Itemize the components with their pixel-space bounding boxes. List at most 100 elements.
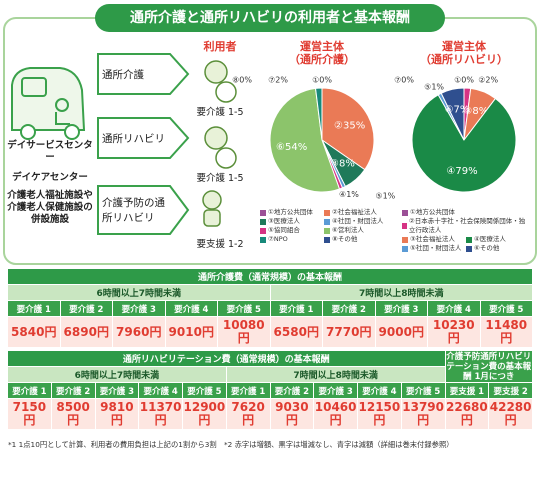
user-label: 要支援 1-2 [196,239,244,250]
legend-swatch [324,209,330,216]
service-label: 通所介護 [102,68,144,81]
pie-slice [321,87,375,171]
table-cell: 6時間以上7時間未満 [8,367,226,382]
table-cell: 9000円 [375,317,427,347]
pie-slice [314,87,323,141]
table-cell: 11370円 [139,399,182,429]
table-cell: 9030円 [270,399,314,429]
slice-label: ④79% [446,166,477,177]
table-cell: 要介護 1 [8,383,51,398]
legend-item: ③社会福祉法人 [402,235,466,244]
pie-slice [440,87,465,141]
table-cell: 42280円 [489,399,532,429]
legend-swatch [402,209,408,216]
table-row: 6時間以上7時間未満 7時間以上8時間未満 [8,367,532,382]
legend-item: ⑥その他 [466,244,530,253]
legend-item: ⑧その他 [324,235,388,244]
legend-label: ⑥営利法人 [332,226,364,234]
legend-label: ④医療法人 [474,235,506,243]
service-label: 介護予防の通所リハビリ [102,197,165,224]
table-cell: 7620円 [226,399,270,429]
table-cell: 介護予防通所リハビリテーション費の基本報酬 1月につき [445,351,532,382]
legend-swatch [324,227,330,234]
table-row: 通所リハビリテーション費（通常規模）の基本報酬 介護予防通所リハビリテーション費の… [8,351,532,382]
legend-label: ⑦NPO [268,235,288,243]
table-cell: 7時間以上8時間未満 [226,367,445,382]
table-cell: 要介護 3 [314,383,357,398]
table-cell: 12900円 [183,399,226,429]
fee-table: 通所リハビリテーション費（通常規模）の基本報酬 介護予防通所リハビリテーション費の… [7,350,533,430]
table-cell: 5840円 [8,317,60,347]
legend-label: ①地方公共団体 [410,208,455,216]
pie-legend: ①地方公共団体 ②社会福祉法人 ③医療法人 ④社団・財団法人 ⑤協同組合 ⑥営利法人 ⑦NP… [260,208,388,244]
slice-label: ①0% [312,76,332,85]
table-cell: 要介護 3 [113,301,165,316]
table-cell: 9810円 [95,399,139,429]
legend-label: ③社会福祉法人 [410,235,455,243]
pie-title: （通所介護） [289,53,355,66]
legend-item: ⑥営利法人 [324,226,388,235]
table-cell: 要介護 5 [218,301,270,316]
table-cell: 要介護 5 [401,383,445,398]
table-cell: 11480円 [480,317,532,347]
table-row: 通所介護費（通常規模）の基本報酬 [8,269,532,284]
title-banner [95,4,445,32]
legend-label: ⑥その他 [474,244,500,252]
legend-item: ⑤社団・財団法人 [402,244,466,253]
table-cell: 要介護 5 [480,301,532,316]
slice-label: ②35% [334,121,365,132]
facility-label: デイサービスセンター [7,140,93,163]
table-cell: 22680円 [445,399,489,429]
table-cell: 要介護 2 [51,383,95,398]
legend-swatch [260,227,266,234]
table-row: 要介護 1 要介護 2 要介護 3 要介護 4 要介護 5 要介護 1 要介護 2 要介護 3… [8,301,532,316]
table-cell: 通所介護費（通常規模）の基本報酬 [8,269,532,284]
slice-label: ⑥7% [445,105,470,116]
legend-swatch [402,236,408,243]
service-label: 通所リハビリ [102,132,165,145]
table-cell: 要介護 4 [165,301,217,316]
legend-label: ②日本赤十字社・社会保険関係団体・独立行政法人 [408,217,526,234]
table-cell: 7150円 [8,399,51,429]
legend-swatch [260,218,266,225]
fee-table: 通所介護費（通常規模）の基本報酬 6時間以上7時間未満 7時間以上8時間未満 要介護 … [7,268,533,348]
legend-label: ⑤協同組合 [268,226,300,234]
table-cell: 要支援 1 [445,383,489,398]
table-row: 要介護 1 要介護 2 要介護 3 要介護 4 要介護 5 要介護 1 要介護 2 要介護 3… [8,383,532,398]
legend-item: ②社会福祉法人 [324,208,388,217]
legend-swatch [402,223,407,229]
pie-legend: ①地方公共団体 ②日本赤十字社・社会保険関係団体・独立行政法人 ③社会福祉法人 ④医療… [402,208,530,253]
slice-label: ①0% [454,76,474,85]
legend-swatch [466,245,472,252]
legend-item: ②日本赤十字社・社会保険関係団体・独立行政法人 [402,217,530,235]
legend-label: ①地方公共団体 [268,208,313,216]
table-cell: 9010円 [165,317,217,347]
legend-item: ①地方公共団体 [402,208,466,217]
table-cell: 7時間以上8時間未満 [270,285,532,300]
table-cell: 6時間以上7時間未満 [8,285,270,300]
legend-item: ④社団・財団法人 [324,217,388,226]
legend-item: ④医療法人 [466,235,530,244]
table-cell: 13790円 [401,399,445,429]
table-cell: 6890円 [60,317,112,347]
user-label: 要介護 1-5 [196,173,244,184]
legend-swatch [260,236,266,243]
slice-label: ③8% [463,106,488,117]
user-label: 要介護 1-5 [196,107,244,118]
table-cell: 要介護 3 [95,383,139,398]
table-cell: 10080円 [218,317,270,347]
table-cell: 12150円 [358,399,401,429]
table-row: 6時間以上7時間未満 7時間以上8時間未満 [8,285,532,300]
legend-swatch [402,245,408,252]
slice-label: ③8% [330,159,355,170]
table-row: 7150円 8500円 9810円 11370円 12900円 7620円 9030円 104… [8,399,532,429]
table-cell: 7770円 [323,317,375,347]
slice-label: ⑤1% [424,82,444,91]
table-cell: 8500円 [51,399,95,429]
legend-label: ②社会福祉法人 [332,208,377,216]
table-cell: 要介護 4 [139,383,182,398]
table-cell: 要介護 4 [428,301,480,316]
slice-label: ⑦2% [268,76,288,85]
legend-swatch [260,209,266,216]
